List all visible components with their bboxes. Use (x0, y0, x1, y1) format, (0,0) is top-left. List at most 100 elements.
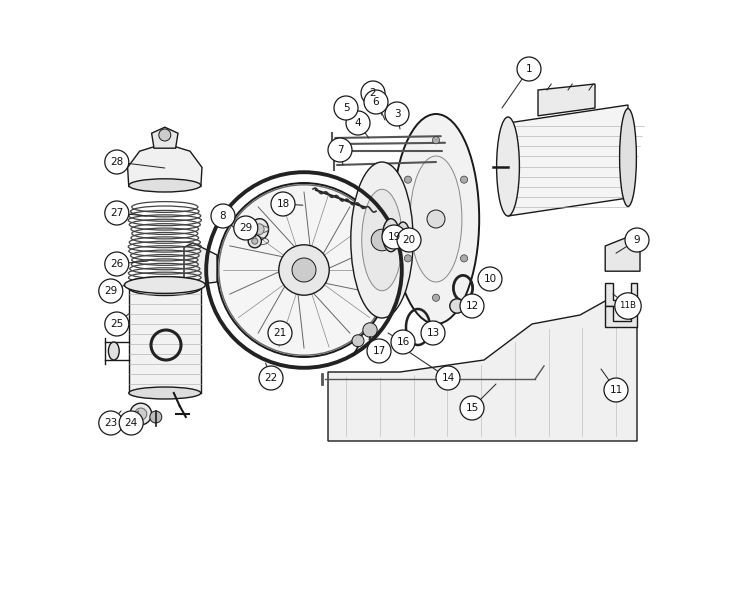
Circle shape (436, 366, 460, 390)
Circle shape (217, 183, 391, 357)
Polygon shape (152, 127, 178, 148)
Text: 11: 11 (609, 385, 623, 395)
Circle shape (259, 366, 283, 390)
Polygon shape (508, 105, 628, 216)
Circle shape (517, 57, 541, 81)
Polygon shape (605, 237, 640, 271)
Text: 10: 10 (484, 274, 496, 284)
Ellipse shape (129, 280, 201, 295)
Circle shape (460, 176, 468, 183)
Circle shape (460, 396, 484, 420)
Circle shape (105, 201, 129, 225)
Text: 4: 4 (355, 118, 361, 128)
Circle shape (105, 312, 129, 336)
Ellipse shape (124, 277, 205, 293)
Circle shape (361, 81, 385, 105)
Text: 20: 20 (402, 235, 416, 245)
Circle shape (405, 255, 411, 262)
Circle shape (130, 403, 152, 425)
Text: 19: 19 (387, 232, 401, 242)
Ellipse shape (129, 387, 201, 399)
Ellipse shape (410, 156, 462, 282)
Polygon shape (128, 143, 202, 187)
Circle shape (99, 279, 123, 303)
Circle shape (432, 137, 440, 144)
Circle shape (159, 129, 171, 141)
Text: 6: 6 (373, 97, 379, 107)
Text: 18: 18 (277, 199, 290, 209)
Ellipse shape (383, 218, 399, 252)
Circle shape (105, 252, 129, 276)
Circle shape (334, 96, 358, 120)
Ellipse shape (393, 114, 479, 324)
Text: 24: 24 (125, 418, 138, 428)
Text: 5: 5 (343, 103, 350, 113)
Ellipse shape (362, 190, 402, 290)
Circle shape (405, 176, 411, 183)
Circle shape (352, 335, 364, 347)
Ellipse shape (350, 162, 413, 318)
Circle shape (211, 204, 235, 228)
FancyBboxPatch shape (129, 288, 201, 393)
Text: 9: 9 (634, 235, 640, 245)
Circle shape (397, 228, 421, 252)
Text: 25: 25 (111, 319, 123, 329)
Ellipse shape (248, 235, 262, 248)
Ellipse shape (396, 222, 410, 248)
Ellipse shape (252, 238, 258, 244)
Circle shape (99, 411, 123, 435)
Circle shape (625, 228, 649, 252)
Circle shape (234, 216, 258, 240)
Circle shape (432, 294, 440, 301)
Ellipse shape (255, 224, 264, 235)
Text: 26: 26 (111, 259, 123, 269)
Circle shape (328, 138, 352, 162)
Text: 1: 1 (526, 64, 532, 74)
Circle shape (615, 293, 641, 319)
Text: 11B: 11B (620, 301, 636, 311)
Ellipse shape (129, 179, 201, 192)
Text: 15: 15 (465, 403, 478, 413)
Ellipse shape (387, 227, 396, 244)
Circle shape (371, 229, 393, 251)
Text: 22: 22 (265, 373, 277, 383)
Text: 17: 17 (372, 346, 386, 356)
Circle shape (427, 210, 445, 228)
Text: 28: 28 (111, 157, 123, 167)
Text: 23: 23 (105, 418, 117, 428)
Circle shape (135, 408, 147, 420)
Circle shape (478, 267, 502, 291)
Circle shape (460, 255, 468, 262)
Text: 2: 2 (370, 88, 376, 98)
Circle shape (346, 111, 370, 135)
Polygon shape (538, 84, 595, 116)
Polygon shape (605, 306, 637, 327)
Circle shape (385, 102, 409, 126)
Circle shape (391, 330, 415, 354)
Circle shape (364, 90, 388, 114)
Ellipse shape (496, 117, 520, 216)
Circle shape (271, 192, 295, 216)
Circle shape (604, 378, 628, 402)
Text: 21: 21 (274, 328, 287, 338)
Polygon shape (328, 300, 637, 441)
Text: 29: 29 (105, 286, 117, 296)
Text: 12: 12 (465, 301, 478, 311)
Circle shape (460, 294, 484, 318)
Text: 27: 27 (111, 208, 123, 218)
Text: 8: 8 (220, 211, 226, 221)
Circle shape (120, 411, 143, 435)
Circle shape (362, 323, 378, 337)
Circle shape (382, 225, 406, 249)
Text: 29: 29 (239, 223, 253, 233)
Ellipse shape (250, 218, 268, 239)
Text: 16: 16 (396, 337, 410, 347)
Circle shape (105, 150, 129, 174)
Ellipse shape (108, 342, 120, 360)
Circle shape (292, 258, 316, 282)
Ellipse shape (620, 109, 636, 206)
Text: 14: 14 (441, 373, 455, 383)
Text: 13: 13 (426, 328, 440, 338)
Circle shape (279, 245, 329, 295)
Circle shape (150, 411, 162, 423)
